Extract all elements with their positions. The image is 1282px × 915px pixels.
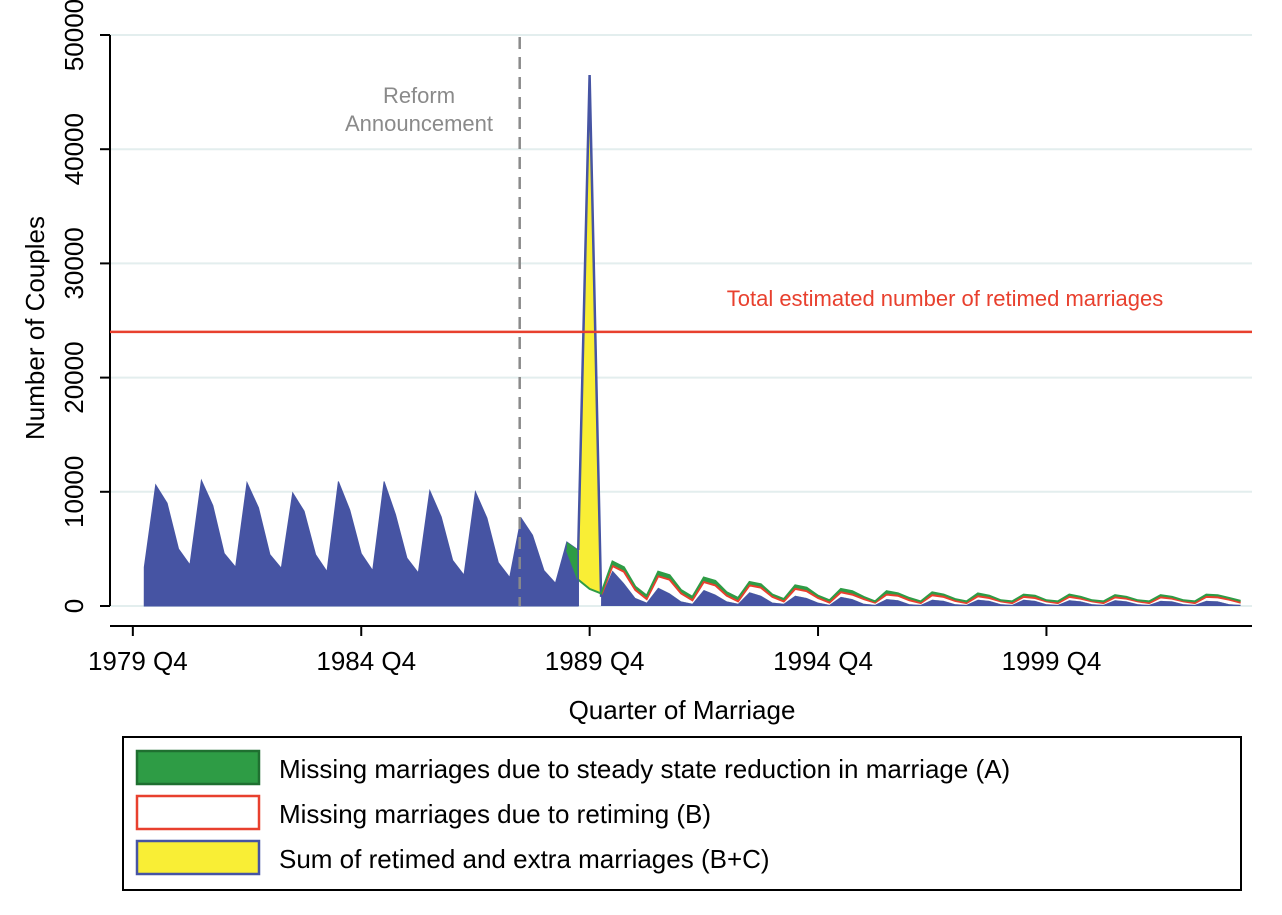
x-tick-label: 1979 Q4 (88, 646, 188, 676)
total-retimed-label: Total estimated number of retimed marria… (727, 286, 1164, 311)
announcement-label-line: Announcement (345, 111, 493, 136)
observed-area-pre (143, 478, 579, 607)
y-tick-label: 30000 (59, 227, 89, 299)
y-tick-label: 40000 (59, 113, 89, 185)
x-tick-label: 1989 Q4 (545, 646, 645, 676)
x-axis-title: Quarter of Marriage (569, 695, 796, 725)
x-tick-label: 1994 Q4 (773, 646, 873, 676)
y-tick-label: 0 (59, 599, 89, 613)
x-tick-label: 1984 Q4 (316, 646, 416, 676)
legend-label: Missing marriages due to steady state re… (279, 754, 1010, 784)
missing-retiming-area (601, 566, 1241, 605)
missing-steady-state-line (565, 549, 1241, 603)
legend-swatch (135, 839, 261, 876)
announcement-label-line: Reform (383, 83, 455, 108)
missing-retiming-line (600, 564, 1241, 605)
y-axis-title: Number of Couples (20, 216, 50, 440)
legend-swatch (135, 749, 261, 786)
line-layer (565, 74, 1241, 606)
legend-label: Missing marriages due to retiming (B) (279, 799, 711, 829)
legend-box (122, 736, 1242, 891)
observed-area-post (601, 570, 1241, 606)
grid-layer (110, 34, 1252, 607)
y-tick-label: 20000 (59, 341, 89, 413)
retimed-extra-area (578, 75, 602, 597)
legend: Missing marriages due to steady state re… (122, 736, 1242, 891)
spike-outline (576, 74, 603, 597)
y-tick-label: 50000 (59, 0, 89, 71)
missing-steady-state-area (566, 75, 1241, 605)
y-tick-label: 10000 (59, 456, 89, 528)
annotation-layer: Total estimated number of retimed marria… (110, 37, 1252, 606)
legend-label: Sum of retimed and extra marriages (B+C) (279, 844, 770, 874)
area-layer (143, 75, 1241, 607)
axis-layer: 0 10000 20000 30000 40000 50000 1979 Q4 1984 Q4… (20, 0, 1252, 725)
x-tick-label: 1999 Q4 (1002, 646, 1102, 676)
legend-swatch (135, 794, 261, 831)
